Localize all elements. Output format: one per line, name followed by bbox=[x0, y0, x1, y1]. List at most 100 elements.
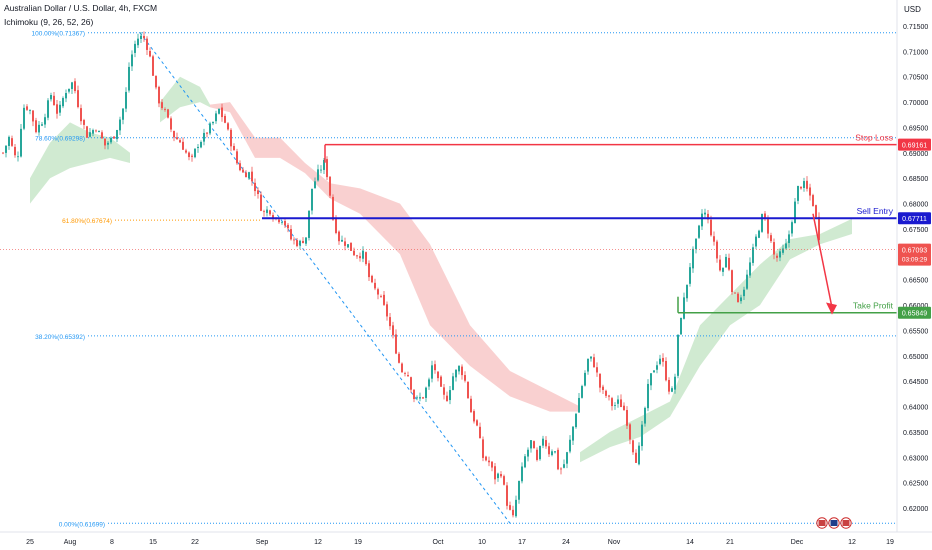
candle-body bbox=[188, 152, 190, 158]
price-tick: 0.69500 bbox=[903, 125, 928, 132]
price-tick: 0.62000 bbox=[903, 506, 928, 513]
time-tick: 8 bbox=[110, 539, 114, 546]
candle-body bbox=[473, 411, 475, 422]
candle-body bbox=[626, 409, 628, 426]
candle-body bbox=[320, 169, 322, 171]
candle-body bbox=[245, 172, 247, 178]
candle-body bbox=[761, 214, 763, 232]
time-tick: 12 bbox=[314, 539, 322, 546]
candle-body bbox=[383, 294, 385, 305]
time-axis[interactable]: 25 Aug 8 15 22 Sep 12 19 Oct 10 17 24 Nov 14 21 Dec 12 19 bbox=[26, 539, 894, 546]
cloud-bear-2 bbox=[210, 102, 580, 412]
level-name: Stop Loss bbox=[855, 133, 893, 143]
candle-body bbox=[323, 160, 325, 170]
candle-body bbox=[77, 90, 79, 108]
currency-label: USD bbox=[904, 5, 921, 14]
candle-body bbox=[293, 239, 295, 241]
time-tick: 17 bbox=[518, 539, 526, 546]
fibonacci-levels: 100.00%(0.71367) 78.60%(0.69298) 61.80%(0.… bbox=[32, 31, 897, 528]
candle-body bbox=[281, 221, 283, 223]
candle-body bbox=[422, 397, 424, 399]
candle-body bbox=[788, 234, 790, 244]
candle-body bbox=[401, 363, 403, 373]
candle-body bbox=[260, 194, 262, 211]
candle-body bbox=[29, 110, 31, 111]
fib-label: 100.00%(0.71367) bbox=[32, 31, 86, 38]
price-tick: 0.71500 bbox=[903, 24, 928, 31]
candlesticks bbox=[2, 31, 820, 518]
candle-body bbox=[599, 373, 601, 388]
candle-body bbox=[758, 230, 760, 238]
candle-body bbox=[692, 248, 694, 269]
candle-body bbox=[353, 250, 355, 256]
candle-body bbox=[110, 137, 112, 143]
candle-body bbox=[509, 505, 511, 510]
candle-body bbox=[452, 376, 454, 390]
candle-body bbox=[182, 141, 184, 150]
forecast-arrow-line bbox=[812, 213, 833, 308]
candle-body bbox=[404, 373, 406, 374]
price-tick: 0.66000 bbox=[903, 303, 928, 310]
candle-body bbox=[815, 205, 817, 218]
candle-body bbox=[44, 117, 46, 125]
candle-body bbox=[143, 35, 145, 39]
candle-body bbox=[755, 236, 757, 247]
candle-body bbox=[602, 386, 604, 390]
candle-body bbox=[662, 357, 664, 362]
candle-body bbox=[722, 267, 724, 272]
candle-body bbox=[395, 334, 397, 354]
countdown-tag: 03:09:29 bbox=[902, 257, 928, 264]
trade-levels: Stop Loss Sell Entry Take Profit bbox=[0, 133, 897, 315]
fib-label: 61.80%(0.67674) bbox=[62, 218, 112, 225]
price-tick: 0.63000 bbox=[903, 455, 928, 462]
candle-body bbox=[257, 190, 259, 194]
candle-body bbox=[767, 219, 769, 234]
fib-trend-line bbox=[139, 32, 511, 524]
candle-body bbox=[413, 389, 415, 400]
event-icons[interactable] bbox=[816, 517, 852, 529]
candle-body bbox=[524, 456, 526, 468]
candle-body bbox=[437, 371, 439, 379]
candle-body bbox=[470, 398, 472, 413]
time-tick: 19 bbox=[354, 539, 362, 546]
candle-body bbox=[683, 297, 685, 319]
candle-body bbox=[674, 376, 676, 390]
candle-body bbox=[500, 474, 502, 477]
candle-body bbox=[782, 248, 784, 253]
candle-body bbox=[698, 225, 700, 238]
candle-body bbox=[278, 219, 280, 223]
candle-body bbox=[269, 210, 271, 215]
candle-body bbox=[122, 108, 124, 120]
candle-body bbox=[128, 66, 130, 91]
candle-body bbox=[458, 366, 460, 372]
indicator-label[interactable]: Ichimoku (9, 26, 52, 26) bbox=[4, 17, 94, 27]
candle-body bbox=[308, 210, 310, 238]
candle-body bbox=[86, 126, 88, 138]
candle-body bbox=[335, 218, 337, 233]
candle-body bbox=[572, 426, 574, 441]
candle-body bbox=[218, 108, 220, 114]
candle-body bbox=[650, 373, 652, 386]
candle-body bbox=[593, 357, 595, 368]
candle-body bbox=[326, 159, 328, 178]
take-profit-price-tag: 0.65849 bbox=[902, 311, 927, 318]
candle-body bbox=[221, 107, 223, 118]
stop-loss-price-tag-box bbox=[898, 138, 931, 151]
candle-body bbox=[530, 440, 532, 449]
candle-body bbox=[23, 107, 25, 129]
candle-body bbox=[155, 75, 157, 88]
candle-body bbox=[551, 451, 553, 456]
candle-body bbox=[665, 360, 667, 381]
candle-body bbox=[818, 216, 820, 241]
candle-body bbox=[302, 240, 304, 244]
candle-body bbox=[80, 108, 82, 122]
time-tick: Oct bbox=[433, 539, 444, 546]
candle-body bbox=[2, 152, 4, 154]
candle-body bbox=[89, 132, 91, 137]
candle-body bbox=[686, 284, 688, 299]
candle-body bbox=[425, 387, 427, 398]
candle-body bbox=[380, 296, 382, 297]
candle-body bbox=[311, 188, 313, 211]
candle-body bbox=[449, 390, 451, 401]
